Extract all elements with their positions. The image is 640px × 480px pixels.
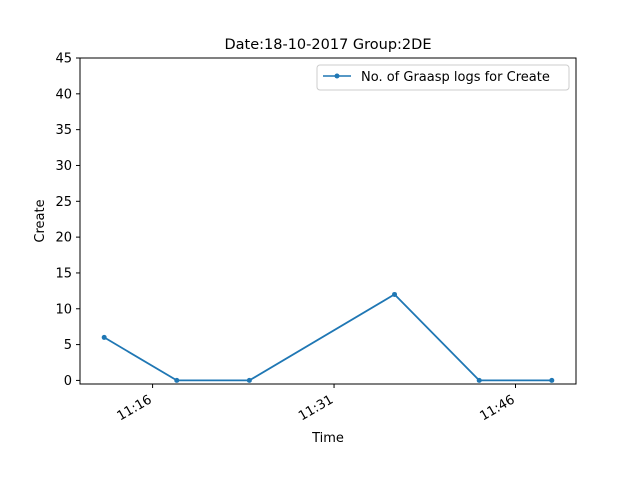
y-tick-label: 20 bbox=[55, 231, 72, 246]
y-tick-label: 30 bbox=[55, 159, 72, 174]
data-point bbox=[246, 377, 252, 383]
legend-box bbox=[316, 64, 570, 91]
y-axis-label: Create bbox=[33, 199, 48, 242]
y-tick-label: 25 bbox=[55, 195, 72, 210]
y-tick-label: 10 bbox=[55, 302, 72, 317]
y-tick-label: 40 bbox=[55, 87, 72, 102]
data-point bbox=[392, 291, 398, 297]
legend: No. of Graasp logs for Create bbox=[316, 64, 570, 91]
y-tick-label: 0 bbox=[64, 374, 72, 389]
y-tick-label: 35 bbox=[55, 123, 72, 138]
y-tick-label: 5 bbox=[64, 338, 72, 353]
data-point bbox=[476, 377, 482, 383]
x-axis-label: Time bbox=[311, 431, 344, 446]
series-line bbox=[103, 293, 552, 382]
chart-title: Date:18-10-2017 Group:2DE bbox=[224, 37, 431, 53]
axes-frame bbox=[79, 57, 577, 385]
y-tick-label: 15 bbox=[55, 266, 72, 281]
data-point bbox=[549, 377, 555, 383]
data-point bbox=[101, 334, 107, 340]
legend-label: No. of Graasp logs for Create bbox=[361, 70, 550, 85]
data-point bbox=[174, 377, 180, 383]
y-tick-label: 45 bbox=[55, 52, 72, 67]
legend-marker-swatch bbox=[334, 73, 340, 79]
